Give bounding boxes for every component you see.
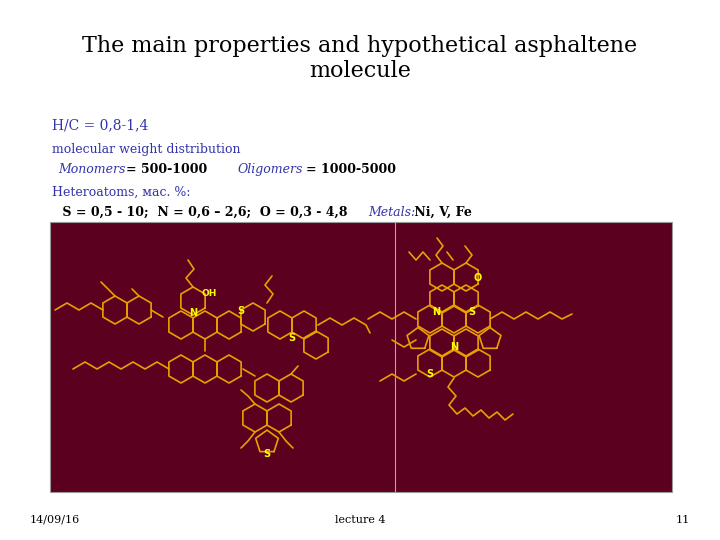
Text: Monomers: Monomers <box>58 163 125 176</box>
Text: N: N <box>450 342 458 352</box>
Text: S: S <box>238 306 245 316</box>
Text: H/C = 0,8-1,4: H/C = 0,8-1,4 <box>52 118 148 132</box>
Text: S: S <box>469 307 476 317</box>
Text: N: N <box>189 308 197 318</box>
Text: The main properties and hypothetical asphaltene
molecule: The main properties and hypothetical asp… <box>82 35 638 83</box>
Text: molecular weight distribution: molecular weight distribution <box>52 143 240 156</box>
Text: S: S <box>426 369 433 379</box>
Text: = 1000-5000: = 1000-5000 <box>306 163 396 176</box>
Text: 14/09/16: 14/09/16 <box>30 515 80 525</box>
Bar <box>50 222 672 492</box>
Text: O: O <box>474 273 482 283</box>
Text: lecture 4: lecture 4 <box>335 515 385 525</box>
Text: Heteroatoms, мас. %:: Heteroatoms, мас. %: <box>52 186 191 199</box>
Text: S: S <box>289 333 296 343</box>
Text: OH: OH <box>202 288 217 298</box>
Text: = 500-1000: = 500-1000 <box>126 163 207 176</box>
Text: N: N <box>432 307 440 317</box>
Text: 11: 11 <box>676 515 690 525</box>
Text: Ni, V, Fe: Ni, V, Fe <box>410 206 472 219</box>
Text: S = 0,5 - 10;  N = 0,6 – 2,6;  O = 0,3 - 4,8: S = 0,5 - 10; N = 0,6 – 2,6; O = 0,3 - 4… <box>58 206 348 219</box>
Text: S: S <box>264 449 271 459</box>
Text: Metals:: Metals: <box>368 206 415 219</box>
Text: Oligomers: Oligomers <box>238 163 303 176</box>
